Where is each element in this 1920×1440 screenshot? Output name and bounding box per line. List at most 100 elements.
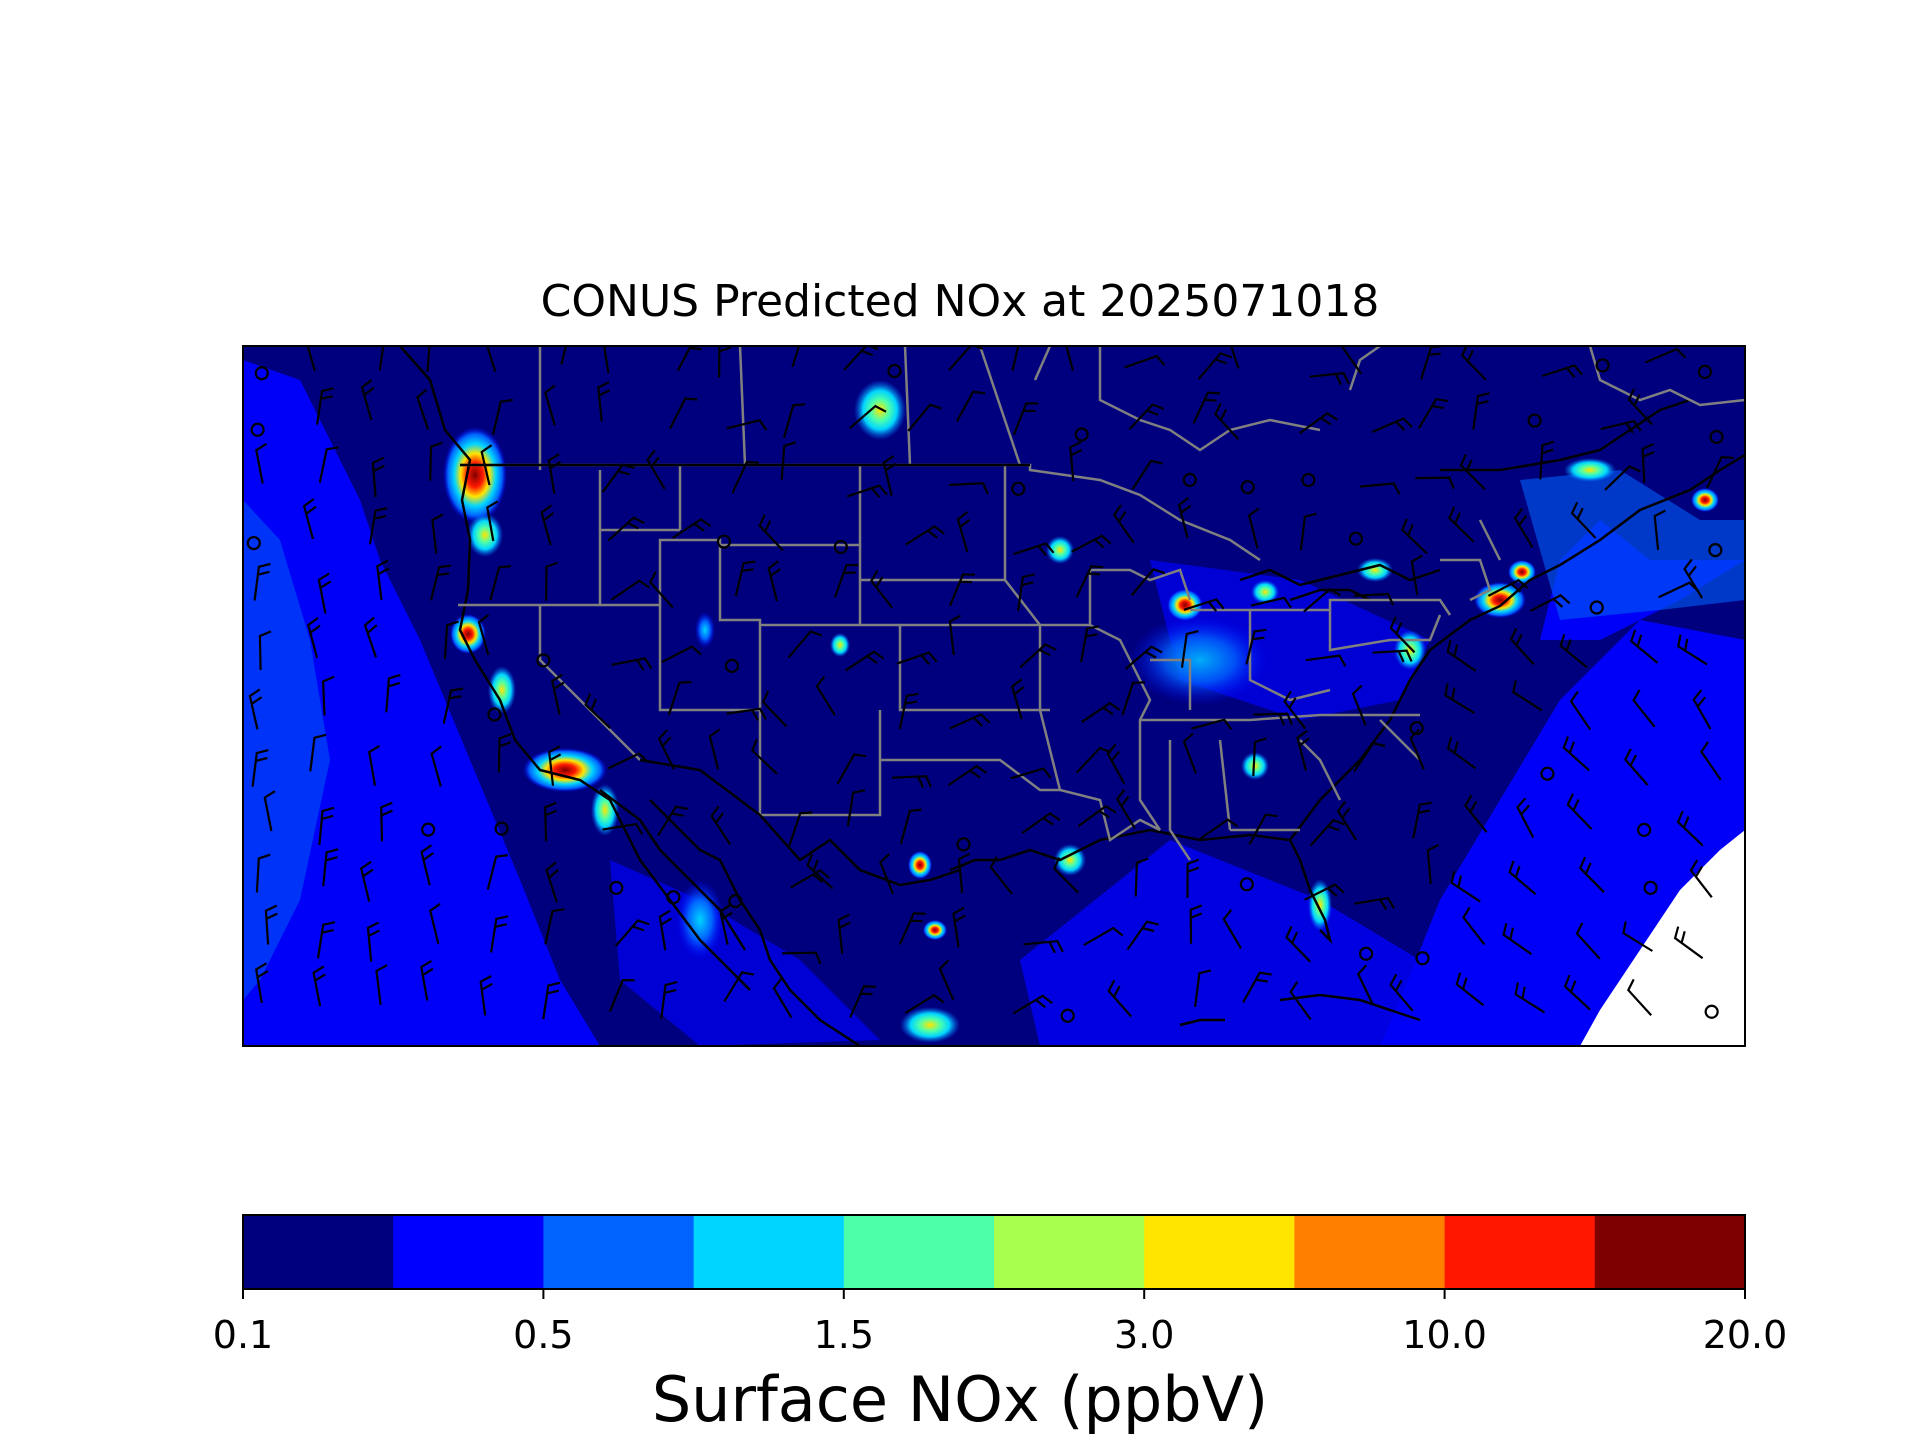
wind-barb	[1250, 596, 1292, 609]
wind-barb	[806, 853, 834, 890]
colorbar-segment	[994, 1215, 1145, 1289]
wind-barb	[907, 403, 942, 432]
wind-barb	[1214, 402, 1240, 440]
calm-wind-marker	[1060, 1008, 1075, 1023]
wind-barb	[1253, 712, 1294, 726]
wind-barb	[1389, 616, 1416, 654]
wind-barb	[1417, 397, 1449, 429]
wind-barb	[1124, 645, 1163, 670]
wind-barb	[731, 460, 759, 494]
wind-barb	[429, 441, 443, 481]
wind-barb	[1305, 654, 1347, 667]
wind-barb	[258, 630, 272, 671]
wind-barb	[1516, 797, 1535, 839]
wind-barb	[416, 388, 430, 430]
calm-wind-marker	[833, 539, 848, 555]
hotspot-maritimes	[1691, 488, 1719, 512]
wind-barb	[1410, 554, 1423, 596]
wind-barb	[1010, 767, 1052, 780]
wind-barb	[1623, 748, 1649, 786]
hotspot-boston	[1508, 560, 1536, 584]
wind-barb	[263, 790, 276, 832]
wind-barb	[1177, 497, 1192, 539]
wind-barb	[420, 844, 434, 886]
hotspot-san-francisco	[450, 614, 486, 654]
wind-barb	[543, 801, 557, 842]
wind-barb	[1562, 736, 1590, 772]
calm-wind-marker	[1074, 427, 1089, 442]
wind-barb	[1622, 921, 1653, 952]
wind-barb	[375, 964, 388, 1005]
wind-barb	[1487, 578, 1529, 597]
wind-barb	[905, 525, 945, 546]
wind-barb	[1010, 678, 1025, 720]
colorbar-segment	[1144, 1215, 1295, 1289]
wind-barb	[948, 482, 989, 495]
wind-barb	[671, 517, 712, 540]
calm-wind-marker	[421, 822, 436, 837]
wind-barb	[302, 498, 317, 540]
wind-barb	[309, 733, 327, 772]
wind-barb	[429, 564, 452, 601]
wind-barb	[1512, 680, 1543, 712]
wind-barb	[1444, 683, 1475, 715]
wind-barb	[544, 908, 565, 945]
wind-barb	[948, 614, 962, 656]
wind-barb	[542, 981, 561, 1020]
hotspot-detroit	[1251, 580, 1279, 604]
wind-barb	[248, 688, 263, 730]
wind-barbs	[246, 346, 1734, 1023]
map-title: CONUS Predicted NOx at 2025071018	[540, 276, 1380, 327]
wind-barb	[899, 808, 922, 845]
calm-wind-marker	[1182, 472, 1197, 487]
wind-barb	[661, 645, 702, 664]
coastlines	[399, 346, 1745, 1046]
wind-barb	[1197, 352, 1233, 380]
calm-wind-marker	[494, 821, 509, 836]
wind-barb	[1128, 403, 1165, 431]
wind-barb	[442, 687, 464, 724]
wind-barb	[1412, 801, 1432, 839]
wind-barb	[1604, 465, 1641, 491]
calm-wind-marker	[1011, 481, 1026, 496]
wind-barb	[1353, 742, 1386, 773]
wind-barb	[846, 789, 866, 827]
wind-barb	[1689, 859, 1713, 898]
wind-barb	[758, 514, 784, 552]
wind-barb	[1409, 728, 1425, 770]
wind-barb	[848, 404, 887, 430]
wind-barb	[957, 852, 971, 894]
plot-frame	[242, 345, 1746, 1047]
calm-wind-marker	[609, 880, 624, 895]
wind-barb	[1359, 482, 1401, 495]
calm-wind-marker	[956, 837, 971, 852]
wind-barb	[429, 902, 441, 944]
wind-barb	[1513, 508, 1534, 548]
wind-barb	[898, 692, 919, 730]
wind-barb	[610, 579, 650, 601]
wind-barb	[1677, 634, 1708, 666]
wind-barb	[547, 453, 562, 494]
wind-barb	[1080, 625, 1100, 663]
wind-barb	[545, 561, 558, 601]
calm-wind-marker	[1637, 822, 1652, 837]
wind-barb	[316, 921, 336, 959]
wind-barb	[1115, 789, 1136, 829]
calm-wind-marker	[1595, 358, 1610, 373]
calm-wind-marker	[1239, 877, 1254, 892]
wind-barb	[646, 449, 666, 490]
wind-barb	[316, 387, 334, 425]
wind-barb	[772, 978, 793, 1019]
calm-wind-marker	[887, 363, 902, 379]
wind-barb	[1426, 843, 1440, 885]
hotspot-midwest-field	[1130, 615, 1270, 705]
wind-barb	[1632, 689, 1656, 728]
wind-barb	[1296, 729, 1310, 771]
hotspot-toronto	[1357, 558, 1393, 582]
wind-barb	[360, 379, 375, 421]
calm-wind-marker	[1540, 766, 1555, 781]
wind-barb	[322, 848, 339, 887]
wind-barb	[1630, 629, 1659, 664]
wind-barb	[780, 441, 797, 480]
wind-barb	[1112, 504, 1135, 544]
